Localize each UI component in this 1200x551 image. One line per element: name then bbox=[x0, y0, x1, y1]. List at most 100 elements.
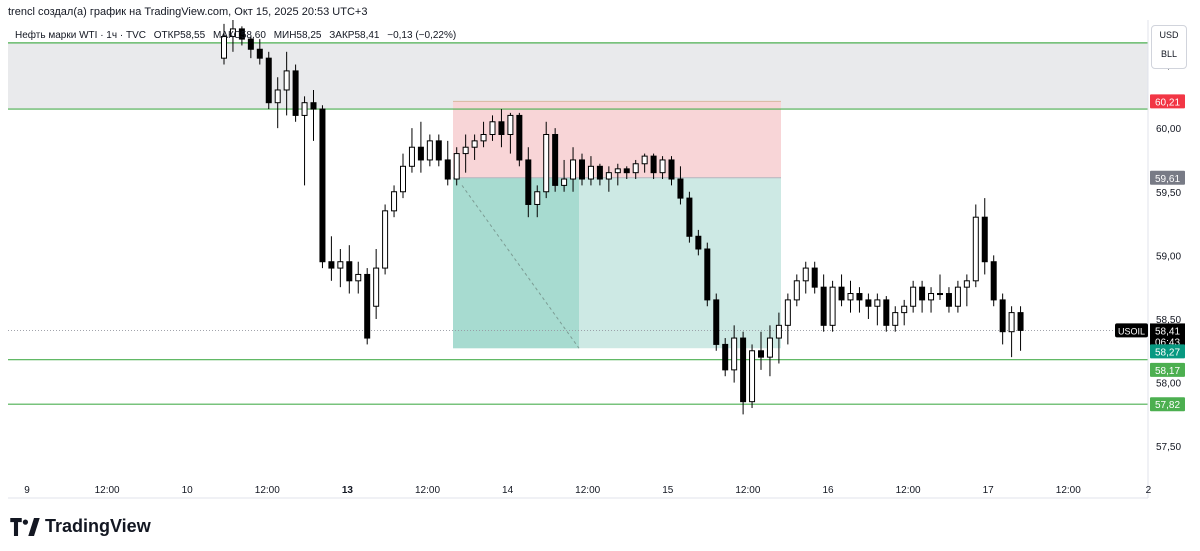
candle-body bbox=[561, 178, 568, 186]
candle bbox=[856, 287, 863, 313]
candle-body bbox=[525, 159, 532, 205]
candle bbox=[382, 204, 389, 275]
candle-body bbox=[677, 178, 684, 199]
candle bbox=[704, 242, 711, 307]
candle-body bbox=[229, 28, 236, 38]
candle-body bbox=[444, 159, 451, 180]
zones-layer bbox=[8, 42, 1148, 349]
price-tick-label: 57,50 bbox=[1156, 442, 1181, 453]
candle bbox=[596, 163, 603, 186]
candle-body bbox=[972, 216, 979, 282]
candle bbox=[954, 280, 961, 313]
candle bbox=[328, 236, 335, 281]
candle-body bbox=[784, 299, 791, 326]
candle bbox=[775, 312, 782, 364]
candle bbox=[811, 261, 818, 294]
change-value: −0,13 (−0,22%) bbox=[387, 30, 457, 41]
candle-body bbox=[731, 337, 738, 371]
candle bbox=[883, 296, 890, 332]
countdown-text: 06:43 bbox=[1155, 337, 1180, 348]
high-value: МАКС58,60 bbox=[212, 30, 266, 41]
candle bbox=[462, 134, 469, 173]
candle bbox=[400, 153, 406, 199]
candle bbox=[373, 249, 380, 319]
candle bbox=[238, 26, 245, 46]
candle bbox=[408, 128, 415, 173]
time-tick-label: 13 bbox=[342, 485, 354, 496]
target-price-label: 58,27 bbox=[1150, 344, 1185, 359]
candle-body bbox=[963, 280, 970, 288]
time-axis[interactable]: 9 12:00 10 12:00 13 12:00 14 12:00 15 12:00 16 12:0… bbox=[8, 485, 1152, 499]
candle-body bbox=[292, 70, 299, 116]
candle bbox=[641, 153, 648, 173]
candle bbox=[945, 287, 952, 313]
currency-label: USD bbox=[1159, 30, 1179, 40]
candle bbox=[793, 274, 800, 307]
candle bbox=[740, 331, 747, 415]
candle bbox=[695, 229, 702, 256]
candle-body bbox=[910, 286, 917, 307]
candle-body bbox=[775, 324, 782, 339]
candle bbox=[928, 287, 935, 313]
candle bbox=[650, 153, 657, 180]
candle-body bbox=[623, 168, 630, 174]
tradingview-logo[interactable]: TradingView bbox=[10, 516, 151, 537]
price-tick-label: 60,00 bbox=[1156, 124, 1181, 135]
candle bbox=[677, 166, 684, 205]
level-price-label-lower-text: 57,82 bbox=[1155, 400, 1180, 411]
stop-price-label: 60,21 bbox=[1150, 94, 1185, 109]
candle-body bbox=[892, 312, 899, 326]
level-price-label-upper: 58,17 bbox=[1150, 362, 1185, 377]
time-tick-label: 12:00 bbox=[95, 485, 120, 496]
symbol-tag-bg bbox=[1115, 323, 1148, 338]
candle-body bbox=[417, 146, 424, 161]
candle bbox=[570, 147, 577, 192]
candle-body bbox=[346, 261, 353, 282]
candle bbox=[838, 274, 845, 307]
candle bbox=[364, 268, 371, 345]
candle-body bbox=[471, 140, 478, 148]
candle bbox=[507, 112, 514, 154]
symbol-name[interactable]: Нефть марки WTI · 1ч · TVC bbox=[15, 30, 146, 41]
level-price-label-lower: 57,82 bbox=[1150, 397, 1185, 412]
candle-body bbox=[614, 168, 621, 174]
time-tick-label: 10 bbox=[182, 485, 194, 496]
stop-loss-zone bbox=[453, 101, 781, 178]
currency-unit-selector[interactable]: USD BLL bbox=[1151, 25, 1187, 69]
candle-body bbox=[453, 153, 460, 180]
level-price-label-upper-text: 58,17 bbox=[1155, 366, 1180, 377]
candle-body bbox=[883, 299, 890, 326]
stop-price-label-text: 60,21 bbox=[1155, 97, 1180, 108]
candle-body bbox=[722, 343, 729, 371]
candle-body bbox=[426, 140, 433, 161]
low-value: МИН58,25 bbox=[273, 30, 322, 41]
candle-body bbox=[740, 337, 747, 403]
candle-body bbox=[543, 134, 550, 193]
candle bbox=[480, 121, 487, 148]
candle-body bbox=[364, 273, 371, 339]
entry-price-label: 59,61 bbox=[1150, 170, 1185, 185]
candle-body bbox=[847, 293, 854, 301]
candle bbox=[229, 20, 236, 52]
open-value: ОТКР58,55 bbox=[153, 30, 206, 41]
take-profit-filled-zone bbox=[453, 177, 579, 349]
candle-body bbox=[435, 140, 442, 161]
time-tick-label: 17 bbox=[983, 485, 995, 496]
stop-price-label-bg bbox=[1150, 94, 1185, 109]
candle-body bbox=[534, 191, 541, 205]
candle-body bbox=[856, 293, 863, 301]
time-tick-label: 2 bbox=[1146, 485, 1152, 496]
candle bbox=[659, 156, 666, 180]
candle bbox=[355, 261, 362, 294]
tradingview-logo-icon bbox=[10, 517, 40, 536]
candle bbox=[453, 147, 460, 186]
candle-body bbox=[919, 286, 926, 301]
time-tick-label: 12:00 bbox=[255, 485, 280, 496]
candle bbox=[963, 274, 970, 307]
candle-body bbox=[990, 261, 997, 301]
candle bbox=[910, 280, 917, 313]
candle-body bbox=[570, 159, 577, 180]
